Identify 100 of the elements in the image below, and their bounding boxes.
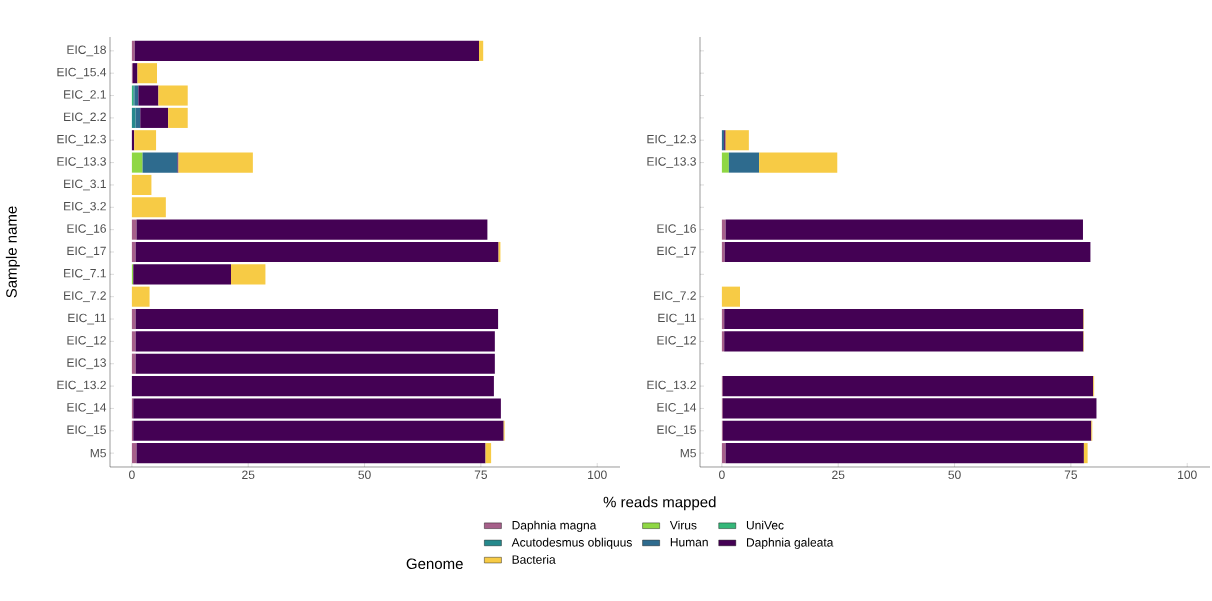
y-tick-label: EIC_7.2 [64, 291, 106, 303]
legend-label: Virus [669, 520, 697, 530]
y-tick-label: EIC_17 [67, 246, 106, 258]
y-tick-label: EIC_2.1 [64, 90, 106, 101]
x-tick-label: 25 [242, 470, 255, 480]
legend-label: Acutodesmus obliquus [511, 537, 632, 550]
y-axis-title: Sample name [5, 206, 20, 298]
y-tick-label: EIC_12 [67, 336, 106, 347]
bar [131, 219, 137, 240]
bar [133, 420, 504, 441]
bar [131, 40, 135, 61]
bar [135, 241, 499, 263]
y-tick-label: EIC_16 [657, 224, 696, 236]
bar [721, 219, 726, 240]
bar [721, 286, 741, 307]
y-tick-label: EIC_12.3 [57, 134, 106, 146]
bar [722, 376, 1094, 397]
bar [131, 286, 150, 307]
bar [134, 130, 157, 151]
bar [158, 85, 188, 106]
x-tick-label: 75 [1064, 470, 1078, 479]
legend-label: UniVec [746, 520, 784, 530]
bar [231, 264, 266, 285]
bar [724, 331, 1084, 352]
bar [131, 443, 137, 464]
y-tick-label: EIC_15.4 [57, 67, 107, 79]
y-tick-label: EIC_11 [68, 313, 106, 325]
bar [136, 443, 486, 464]
y-tick-label: EIC_13.3 [57, 157, 106, 168]
bar [135, 353, 495, 374]
bar [722, 420, 1092, 441]
bar [131, 331, 136, 352]
bar [725, 219, 1083, 240]
bar [138, 85, 159, 106]
bar [131, 308, 136, 330]
bar [721, 152, 729, 173]
bar [724, 241, 1091, 263]
bar [140, 107, 169, 128]
y-tick-label: EIC_14 [657, 403, 697, 414]
bar [142, 152, 178, 173]
legend-label: Daphnia magna [512, 520, 597, 532]
bar [135, 331, 495, 352]
y-tick-label: EIC_17 [657, 246, 696, 258]
x-tick-label: 75 [474, 470, 488, 479]
x-tick-label: 100 [1178, 470, 1197, 480]
y-tick-label: EIC_13.3 [647, 157, 696, 168]
bar [137, 63, 158, 84]
y-tick-label: EIC_7.1 [64, 268, 106, 280]
bar [131, 241, 136, 263]
bar [721, 241, 725, 263]
x-tick-label: 50 [358, 470, 371, 480]
bar [131, 353, 136, 374]
bar [722, 398, 1097, 419]
x-tick-label: 50 [948, 470, 961, 480]
y-tick-label: EIC_14 [67, 403, 107, 414]
legend-title: Genome [406, 558, 463, 570]
y-tick-label: EIC_16 [67, 224, 106, 236]
bar [131, 197, 166, 218]
x-tick-label: 25 [832, 470, 845, 480]
y-tick-label: EIC_15 [67, 425, 106, 437]
legend-label: Human [670, 538, 708, 547]
bar [131, 174, 152, 195]
y-tick-label: EIC_12.3 [647, 134, 696, 146]
y-tick-label: EIC_18 [67, 45, 106, 57]
legend-label: Bacteria [512, 555, 556, 564]
bar [728, 152, 760, 173]
y-tick-label: EIC_12 [657, 336, 696, 347]
bar [134, 40, 480, 61]
x-tick-label: 0 [719, 470, 725, 480]
y-tick-label: EIC_13.2 [647, 380, 696, 392]
bar [131, 107, 136, 128]
bar [759, 152, 838, 173]
bar [724, 308, 1084, 330]
y-tick-label: EIC_7.2 [654, 291, 696, 303]
bar [136, 219, 488, 240]
bar [721, 443, 726, 464]
bar [131, 152, 143, 173]
y-tick-label: M5 [90, 448, 106, 458]
y-tick-label: EIC_13.2 [57, 380, 106, 392]
y-tick-label: EIC_13 [67, 358, 106, 370]
legend-label: Daphnia galeata [746, 537, 834, 550]
bar [168, 107, 188, 128]
bar [479, 40, 484, 61]
x-tick-label: 0 [129, 470, 135, 480]
bar [725, 443, 1084, 464]
y-tick-label: EIC_11 [658, 313, 696, 325]
bar [178, 152, 253, 173]
y-tick-label: EIC_2.2 [64, 112, 106, 124]
x-tick-label: 100 [588, 470, 607, 480]
y-tick-label: EIC_15 [657, 425, 696, 437]
x-axis-title: % reads mapped [603, 496, 716, 511]
bar [133, 264, 231, 285]
bar [1083, 443, 1088, 464]
bar [135, 308, 499, 330]
bar [133, 398, 501, 419]
bar [725, 130, 749, 151]
y-tick-label: EIC_3.1 [64, 179, 106, 191]
y-tick-label: EIC_3.2 [64, 201, 106, 213]
bar [131, 376, 494, 397]
y-tick-label: M5 [680, 448, 696, 458]
